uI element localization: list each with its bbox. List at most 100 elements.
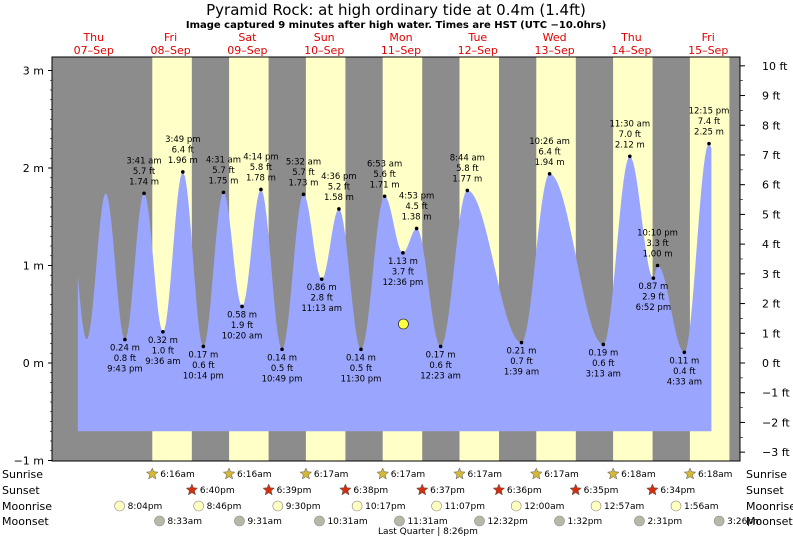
tide-extreme-label: 11:30 pm — [341, 374, 382, 384]
astro-row-label: Moonset — [746, 515, 793, 528]
sunset-icon — [492, 483, 506, 496]
tide-extreme-label: 5:32 am — [286, 157, 321, 167]
tide-extreme-label: 0.14 m — [346, 353, 376, 363]
y-tick-label-ft: 5 ft — [762, 208, 781, 221]
sunrise-icon — [683, 467, 697, 480]
astro-row-label: Moonrise — [746, 500, 793, 513]
tide-extreme-label: 10:26 am — [529, 137, 570, 147]
tide-extreme-label: 0.86 m — [307, 283, 337, 293]
moonset-time: 10:31am — [327, 517, 367, 527]
tide-extreme-label: 6.4 ft — [172, 145, 195, 155]
tide-extreme-label: 0.6 ft — [592, 359, 615, 369]
moonrise-time: 12:57am — [604, 502, 644, 512]
sunrise-icon — [145, 467, 159, 480]
sunrise-icon — [376, 467, 390, 480]
tide-extreme-label: 3:13 am — [586, 369, 621, 379]
y-tick-label-m: 1 m — [23, 260, 44, 273]
sunset-time: 6:37pm — [430, 486, 465, 496]
moonset-icon — [474, 515, 485, 527]
astro-row-label: Sunrise — [2, 468, 43, 481]
y-tick-label-ft: 3 ft — [762, 268, 781, 281]
sunrise-time: 6:18am — [621, 470, 656, 480]
sunrise-icon — [529, 467, 543, 480]
sunrise-time: 6:17am — [314, 470, 349, 480]
day-name: Thu — [620, 31, 642, 44]
tide-extreme-point — [651, 276, 656, 280]
tide-extreme-label: 0.19 m — [588, 348, 618, 358]
tide-extreme-point — [201, 344, 206, 349]
tide-extreme-label: 8:44 am — [450, 153, 485, 163]
tide-extreme-label: 11:30 am — [609, 119, 650, 129]
tide-extreme-point — [465, 188, 470, 193]
tide-extreme-label: 1.13 m — [388, 257, 418, 267]
tide-extreme-label: 1.96 m — [168, 156, 198, 166]
tide-extreme-label: 1.77 m — [452, 174, 482, 184]
moonrise-time: 8:04pm — [128, 502, 163, 512]
sunrise-time: 6:16am — [160, 470, 195, 480]
sunset-time: 6:35pm — [584, 486, 619, 496]
moonset-time: 2:31pm — [647, 517, 682, 527]
day-date: 09–Sep — [227, 44, 267, 57]
tide-extreme-label: 0.32 m — [148, 336, 178, 346]
sunrise-icon — [222, 467, 236, 480]
moonrise-icon — [193, 500, 204, 512]
day-date: 15–Sep — [688, 44, 728, 57]
y-axis-feet: 10 ft 9 ft 8 ft 7 ft 6 ft 5 ft 4 ft 3 ft 2 ft 1 f… — [740, 60, 790, 459]
tide-extreme-label: 1.58 m — [324, 193, 354, 203]
day-name: Wed — [543, 31, 567, 44]
y-tick-label-ft: −3 ft — [762, 446, 790, 459]
tide-extreme-label: 5.7 ft — [292, 168, 315, 178]
y-tick-label-ft: 7 ft — [762, 149, 781, 162]
tide-extreme-label: 3.7 ft — [392, 267, 415, 277]
astro-row-label: Moonrise — [2, 500, 52, 513]
day-date: 08–Sep — [150, 44, 190, 57]
moonrise-time: 8:46pm — [207, 502, 242, 512]
sunrise-time: 6:17am — [544, 470, 579, 480]
tide-extreme-label: 0.8 ft — [114, 354, 137, 364]
tide-extreme-point — [319, 277, 324, 281]
tide-extreme-label: 12:15 pm — [689, 107, 730, 117]
moonrise-icon — [670, 500, 682, 512]
tide-extreme-label: 7.4 ft — [698, 117, 721, 127]
y-tick-label-ft: 0 ft — [762, 357, 781, 370]
tide-extreme-point — [382, 194, 387, 199]
tide-extreme-label: 10:14 pm — [183, 371, 224, 381]
sunrise-time: 6:18am — [698, 470, 733, 480]
moonrise-icon — [272, 500, 284, 512]
tide-extreme-label: 0.5 ft — [350, 364, 373, 374]
sunset-time: 6:34pm — [660, 486, 695, 496]
tide-extreme-label: 3.3 ft — [646, 239, 669, 249]
tide-extreme-label: 5.7 ft — [133, 167, 156, 177]
day-date: 07–Sep — [74, 44, 114, 57]
day-name: Fri — [164, 31, 177, 44]
day-header: Thu07–SepFri08–SepSat09–SepSun10–SepMon1… — [74, 31, 729, 57]
day-name: Sun — [314, 31, 335, 44]
tide-extreme-point — [240, 304, 244, 309]
tide-extreme-point — [123, 337, 127, 342]
moonrise-icon — [590, 500, 602, 512]
tide-extreme-point — [259, 187, 263, 192]
tide-extreme-label: 6.4 ft — [538, 147, 561, 157]
tide-extreme-label: 0.24 m — [110, 344, 140, 354]
chart-title: Pyramid Rock: at high ordinary tide at 0… — [206, 1, 586, 19]
tide-extreme-label: 7.0 ft — [619, 130, 642, 140]
day-date: 11–Sep — [381, 44, 421, 57]
tide-extreme-point — [221, 190, 226, 195]
tide-extreme-point — [401, 251, 405, 255]
tide-extreme-label: 2.25 m — [694, 128, 724, 138]
day-date: 13–Sep — [534, 44, 574, 57]
y-tick-label-m: 0 m — [23, 357, 44, 370]
y-tick-label-ft: 2 ft — [762, 298, 781, 311]
sunset-time: 6:40pm — [200, 486, 235, 496]
tide-extreme-label: 1.38 m — [402, 212, 432, 222]
tide-extreme-label: 0.5 ft — [271, 364, 294, 374]
tide-extreme-label: 4:14 pm — [243, 152, 278, 162]
astro-row-label: Sunrise — [746, 468, 787, 481]
astro-row-label: Moonset — [2, 515, 49, 528]
moonset-time: 3:26pm — [727, 517, 762, 527]
day-date: 14–Sep — [611, 44, 651, 57]
sunset-icon — [415, 483, 429, 496]
tide-extreme-label: 2.9 ft — [642, 293, 665, 303]
tide-extreme-point — [707, 141, 711, 146]
chart-subtitle: Image captured 9 minutes after high wate… — [186, 20, 606, 31]
